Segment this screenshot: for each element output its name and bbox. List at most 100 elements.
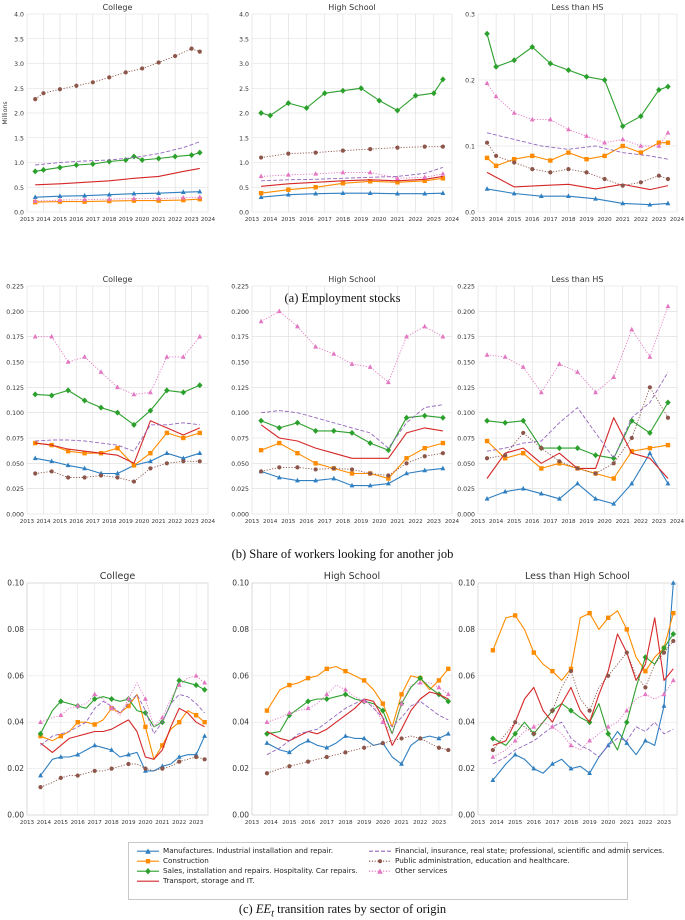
y-tick-label: 0.050: [6, 461, 24, 468]
data-point-other: [445, 691, 451, 697]
data-point-constr: [367, 179, 373, 184]
y-tick-label: 0.0: [239, 210, 249, 217]
data-point-constr: [340, 181, 346, 186]
series-public: [264, 735, 451, 776]
x-tick-label: 2014: [36, 217, 51, 223]
chart-title: College: [103, 275, 133, 284]
data-point-other: [440, 333, 446, 339]
x-tick-label: 2021: [616, 217, 631, 223]
series-other: [258, 308, 446, 385]
data-point-public: [305, 759, 311, 764]
x-tick-label: 2024: [201, 519, 216, 525]
x-tick-label: 2019: [357, 820, 372, 826]
data-point-public: [41, 91, 46, 96]
series-line-other: [40, 675, 205, 728]
series-line-sales: [266, 677, 449, 735]
data-point-sales: [303, 105, 310, 112]
data-point-public: [575, 466, 580, 471]
series-line-public: [261, 146, 443, 159]
data-point-public: [258, 469, 264, 474]
data-point-other: [629, 326, 635, 332]
data-point-sales: [90, 160, 96, 167]
series-finance: [261, 404, 443, 449]
data-point-constr: [446, 666, 451, 672]
x-tick-label: 2017: [86, 519, 101, 525]
data-point-sales: [440, 76, 446, 83]
data-point-constr: [177, 720, 182, 725]
series-sales: [32, 149, 203, 175]
legend-label: Public administration, education and hea…: [395, 856, 570, 865]
data-point-constr: [548, 158, 553, 163]
data-point-constr: [521, 451, 526, 456]
data-point-manuf: [276, 474, 282, 480]
data-point-public: [75, 773, 80, 778]
chart-panel-a-3: 0.0 0.1 0.2 0.3 2013 2014 2015 2016 2017 2018 2019…: [465, 3, 684, 223]
legend-label: Sales, installation and repairs. Hospita…: [163, 866, 358, 875]
data-point-other: [404, 333, 409, 339]
data-point-sales: [445, 698, 452, 705]
data-point-sales: [81, 397, 88, 404]
y-tick-label: 0.10: [7, 579, 24, 588]
data-point-public: [38, 785, 43, 790]
data-point-public: [197, 459, 202, 464]
y-tick-label: 0.125: [231, 385, 249, 392]
data-point-manuf: [82, 465, 87, 471]
data-point-sales: [342, 691, 349, 698]
series-line-manuf: [492, 582, 674, 781]
y-tick-label: 0.2: [465, 78, 475, 85]
data-point-other: [176, 682, 182, 687]
data-point-sales: [258, 110, 264, 116]
data-point-public: [115, 475, 120, 480]
y-tick-label: 0.100: [457, 410, 475, 417]
data-point-other: [538, 389, 544, 395]
data-point-manuf: [32, 194, 38, 199]
data-point-sales: [619, 123, 626, 130]
data-point-constr: [258, 190, 264, 196]
x-tick-label: 2013: [20, 820, 35, 826]
data-point-constr: [512, 613, 518, 618]
data-point-public: [131, 479, 137, 484]
data-point-public: [440, 451, 446, 456]
data-point-other: [367, 169, 373, 175]
data-point-manuf: [131, 190, 137, 196]
series-other: [32, 333, 203, 397]
x-tick-label: 2022: [409, 217, 423, 223]
data-point-constr: [75, 720, 80, 725]
series-finance: [261, 166, 444, 182]
data-point-other: [638, 143, 644, 148]
data-point-sales: [57, 164, 63, 171]
x-tick-label: 2021: [390, 519, 405, 525]
data-point-sales: [502, 419, 508, 426]
plot-frame: [477, 582, 678, 816]
data-point-constr: [629, 448, 634, 454]
x-tick-label: 2016: [525, 519, 540, 525]
data-point-other: [324, 691, 330, 697]
y-tick-label: 0.10: [458, 579, 475, 588]
data-point-public: [295, 465, 300, 470]
data-point-public: [661, 650, 667, 655]
data-point-other: [484, 80, 490, 86]
data-point-public: [181, 459, 186, 464]
data-point-other: [436, 684, 442, 690]
y-tick-label: 0.00: [458, 811, 475, 820]
legend: Manufactures. Industrial installation an…: [128, 842, 664, 900]
data-point-manuf: [324, 744, 330, 750]
data-point-other: [285, 172, 291, 177]
data-point-constr: [380, 701, 386, 706]
x-tick-label: 2023: [652, 217, 667, 223]
y-tick-label: 4.0: [14, 12, 24, 19]
x-tick-label: 2015: [507, 519, 522, 525]
data-point-manuf: [395, 190, 400, 196]
data-point-public: [584, 170, 589, 175]
data-point-constr: [399, 692, 404, 697]
series-manuf: [484, 450, 671, 506]
x-tick-label: 2020: [598, 519, 613, 525]
y-tick-label: 0.175: [457, 334, 475, 341]
data-point-constr: [65, 448, 71, 454]
x-tick-label: 2015: [281, 217, 296, 223]
data-point-constr: [671, 610, 676, 616]
data-point-public: [197, 49, 202, 54]
y-tick-label: 4.0: [239, 12, 249, 19]
x-tick-label: 2017: [86, 217, 101, 223]
